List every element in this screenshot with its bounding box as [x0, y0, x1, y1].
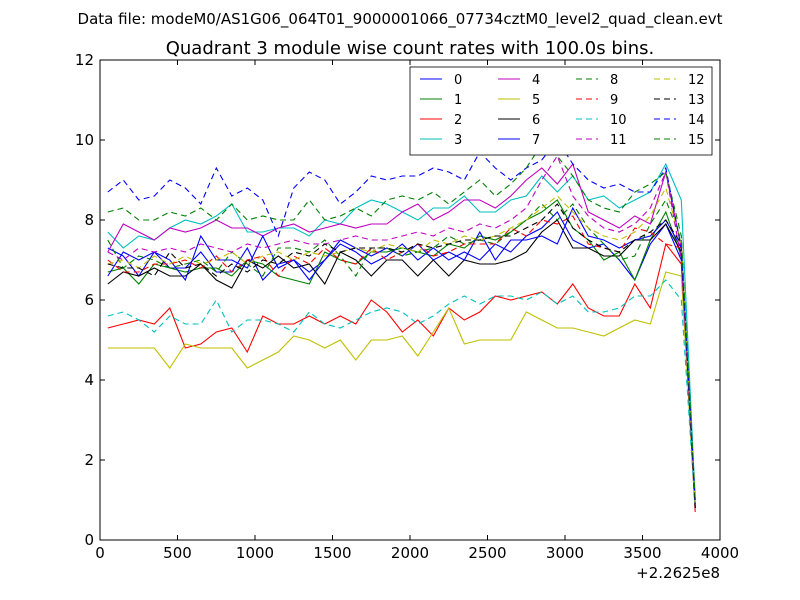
y-tick-label: 10 — [75, 131, 94, 149]
x-tick-label: 1000 — [236, 544, 274, 562]
series-line-1 — [107, 199, 696, 509]
chart-title: Quadrant 3 module wise count rates with … — [166, 38, 655, 59]
x-tick-label: 0 — [95, 544, 105, 562]
legend-label-0: 0 — [454, 73, 462, 88]
legend-label-13: 13 — [688, 93, 705, 108]
series-layer — [107, 139, 696, 513]
series-line-8 — [107, 198, 696, 505]
y-tick-label: 6 — [84, 291, 94, 309]
series-line-3 — [107, 162, 696, 501]
series-line-4 — [107, 162, 696, 505]
legend-label-9: 9 — [610, 93, 618, 108]
legend-label-15: 15 — [688, 133, 705, 148]
plot-frame — [99, 59, 721, 541]
legend-label-3: 3 — [454, 133, 462, 148]
legend-box — [409, 66, 713, 156]
legend-label-11: 11 — [610, 133, 627, 148]
x-offset-label: +2.2625e8 — [636, 564, 720, 582]
chart-suptitle: Data file: modeM0/AS1G06_064T01_90000010… — [78, 10, 723, 29]
legend-label-1: 1 — [454, 93, 462, 108]
x-tick-label: 4000 — [701, 544, 739, 562]
series-line-6 — [107, 219, 696, 509]
x-tick-label: 2000 — [391, 544, 429, 562]
series-line-5 — [107, 271, 696, 509]
y-tick-label: 2 — [84, 451, 94, 469]
series-line-14 — [107, 139, 696, 501]
y-tick-label: 8 — [84, 211, 94, 229]
x-tick-label: 1500 — [313, 544, 351, 562]
series-line-12 — [107, 186, 696, 505]
legend-label-2: 2 — [454, 113, 462, 128]
legend-label-10: 10 — [610, 113, 627, 128]
x-tick-label: 2500 — [468, 544, 506, 562]
legend-label-5: 5 — [532, 93, 540, 108]
legend-label-6: 6 — [532, 113, 540, 128]
legend-label-4: 4 — [532, 73, 540, 88]
y-tick-label: 0 — [84, 531, 94, 549]
series-line-7 — [107, 206, 696, 505]
legend-label-14: 14 — [688, 113, 705, 128]
y-tick-label: 12 — [75, 51, 94, 69]
series-line-11 — [107, 154, 696, 505]
x-tick-label: 3000 — [546, 544, 584, 562]
x-tick-label: 3500 — [623, 544, 661, 562]
series-line-13 — [107, 203, 696, 509]
y-tick-label: 4 — [84, 371, 94, 389]
legend-label-7: 7 — [532, 133, 540, 148]
series-line-15 — [107, 143, 696, 501]
tick-layer: 0 500 1000 1500 2000 2500 3000 3500 400002468101… — [75, 51, 739, 562]
legend-label-8: 8 — [610, 73, 618, 88]
series-line-2 — [107, 242, 696, 513]
x-tick-label: 500 — [163, 544, 192, 562]
legend-label-12: 12 — [688, 73, 705, 88]
series-line-10 — [107, 279, 696, 509]
